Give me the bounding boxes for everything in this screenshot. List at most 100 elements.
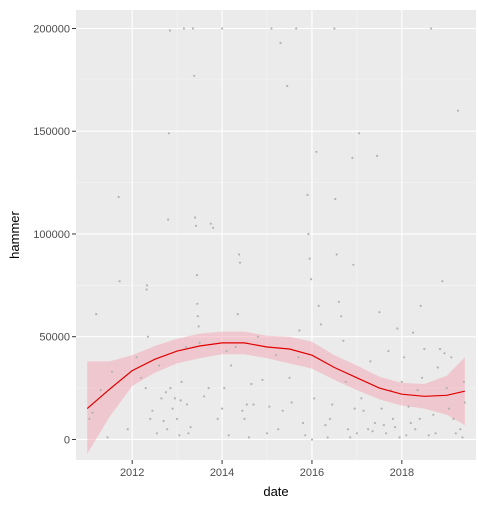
data-point [331, 403, 334, 406]
data-point [196, 315, 199, 318]
data-point [326, 436, 329, 439]
data-point [304, 434, 307, 437]
data-point [270, 27, 273, 30]
data-point [445, 387, 448, 390]
data-point [234, 345, 237, 349]
data-point [151, 409, 154, 412]
data-point [407, 405, 410, 408]
data-point [180, 380, 183, 383]
data-point [110, 370, 114, 373]
data-point [209, 222, 212, 225]
data-point [432, 413, 435, 416]
data-point [187, 432, 190, 435]
data-point [380, 407, 383, 410]
data-point [247, 436, 251, 439]
data-point [328, 417, 331, 420]
data-point [317, 304, 320, 307]
data-point [400, 380, 403, 383]
data-point [394, 426, 397, 429]
data-point [194, 224, 198, 227]
y-tick-label: 50000 [39, 332, 70, 344]
data-point [310, 278, 313, 281]
data-point [423, 347, 426, 351]
data-point [241, 409, 244, 412]
data-point [419, 304, 422, 307]
data-point [362, 409, 365, 412]
data-point [225, 350, 228, 353]
data-point [462, 380, 465, 383]
data-point [176, 417, 179, 420]
data-point [256, 335, 260, 338]
data-point [459, 428, 462, 431]
data-point [223, 387, 226, 390]
data-point [409, 421, 412, 425]
data-point [333, 27, 336, 30]
data-point [286, 84, 289, 88]
data-point [308, 257, 311, 260]
data-point [398, 436, 401, 439]
data-point [355, 432, 358, 435]
x-tick-label: 2018 [390, 467, 414, 479]
data-point [297, 356, 300, 359]
data-point [427, 434, 430, 437]
data-point [335, 253, 338, 256]
y-tick-label: 100000 [33, 229, 70, 241]
data-point [369, 360, 372, 363]
data-point [198, 341, 201, 344]
data-point [265, 432, 269, 435]
data-point [135, 356, 138, 359]
data-point [403, 356, 406, 359]
data-point [117, 195, 120, 199]
data-point [88, 417, 91, 420]
data-point [168, 29, 171, 32]
data-point [376, 154, 379, 157]
confidence-band-layer [87, 331, 465, 454]
data-point [306, 193, 309, 196]
y-axis-title: hammer [7, 210, 22, 258]
data-point [290, 401, 293, 404]
data-point [313, 397, 316, 400]
data-point [167, 218, 170, 221]
smooth-line-layer [86, 342, 465, 410]
data-point [277, 428, 280, 431]
data-point [193, 74, 196, 77]
data-point [416, 389, 419, 392]
data-point [145, 284, 149, 287]
data-point [191, 27, 194, 30]
x-tick-label: 2014 [210, 467, 234, 479]
data-point [405, 434, 408, 437]
data-point [382, 424, 385, 427]
data-point [169, 387, 172, 390]
data-point [418, 417, 421, 420]
data-point [126, 428, 129, 431]
data-point [144, 387, 147, 390]
data-point [238, 261, 242, 264]
data-point [324, 424, 327, 427]
data-point [447, 407, 451, 410]
data-point [281, 409, 284, 412]
data-point [342, 339, 345, 342]
data-point [396, 327, 399, 330]
data-point [310, 438, 314, 441]
y-tick-label: 200000 [33, 23, 70, 35]
data-point [216, 417, 219, 420]
data-point [179, 399, 182, 402]
data-point [360, 397, 363, 400]
data-point [412, 331, 415, 334]
data-point [346, 428, 349, 431]
data-point [434, 432, 437, 435]
data-point [268, 405, 271, 408]
data-point [185, 403, 189, 406]
confidence-band [87, 331, 465, 454]
data-point [353, 407, 356, 410]
data-point [414, 428, 417, 431]
data-point [367, 428, 370, 431]
data-point [371, 430, 374, 433]
data-point [189, 426, 192, 429]
data-point [212, 226, 215, 229]
data-point [352, 263, 355, 266]
data-point [238, 253, 241, 256]
data-point [203, 395, 206, 398]
scatter-points-layer [88, 27, 466, 441]
